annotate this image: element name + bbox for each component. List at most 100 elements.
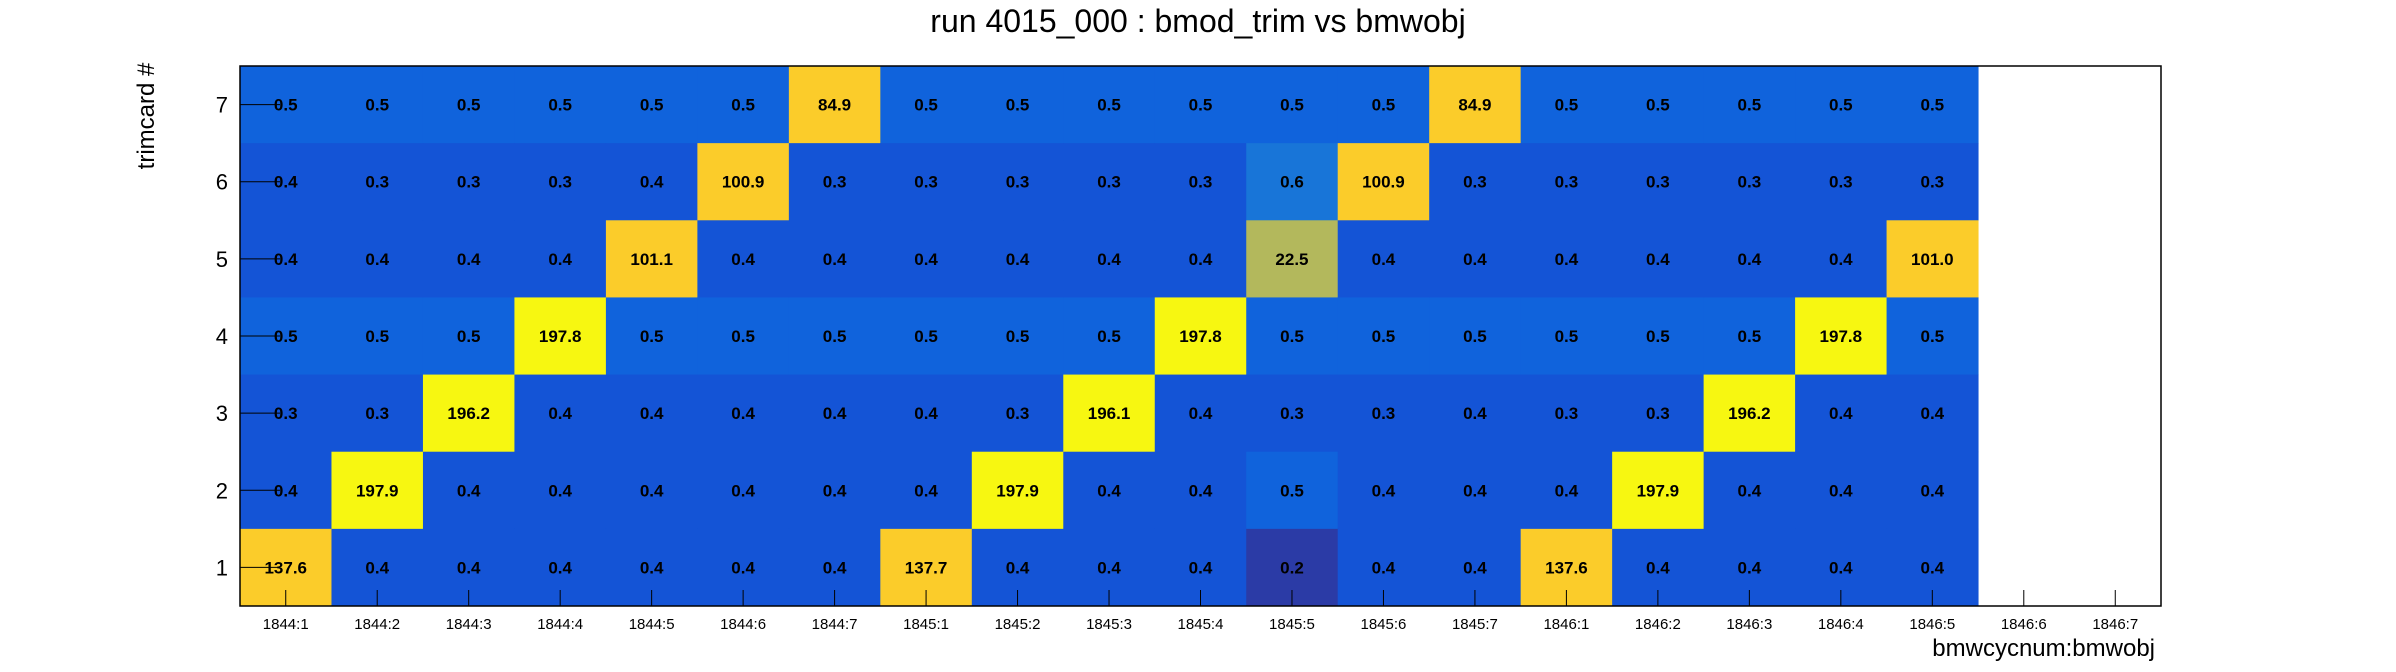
cell-value-label: 0.5: [1829, 96, 1853, 115]
x-tick-label: 1844:1: [263, 616, 309, 633]
heatmap-cell: [788, 143, 881, 221]
heatmap-cell: [1246, 374, 1339, 453]
cell-value-label: 0.4: [1097, 250, 1121, 269]
y-tick-label: 7: [216, 93, 228, 118]
cell-value-label: 197.8: [539, 327, 582, 346]
cell-value-label: 0.3: [1280, 404, 1304, 423]
heatmap-cell: [422, 297, 515, 376]
cell-value-label: 0.5: [274, 96, 298, 115]
heatmap-cell: [788, 297, 881, 376]
heatmap-cell: [1063, 374, 1156, 453]
heatmap-cell: [422, 374, 515, 453]
heatmap-cell: [1246, 220, 1339, 298]
cell-value-label: 0.5: [1006, 96, 1030, 115]
cell-value-label: 0.5: [548, 96, 572, 115]
x-tick-label: 1845:5: [1269, 616, 1315, 633]
heatmap-cell: [1703, 374, 1796, 453]
cell-value-label: 0.4: [1646, 558, 1670, 577]
heatmap-cell: [1063, 220, 1156, 298]
cell-value-label: 0.4: [640, 558, 664, 577]
cell-value-label: 0.4: [1829, 404, 1853, 423]
heatmap-cell: [1703, 143, 1796, 221]
x-tick-label: 1846:3: [1726, 616, 1772, 633]
heatmap-cell: [1154, 374, 1247, 453]
y-tick-label: 5: [216, 247, 228, 272]
heatmap-cell: [1886, 374, 1979, 453]
cell-value-label: 0.3: [1372, 404, 1396, 423]
cell-value-label: 0.5: [1646, 327, 1670, 346]
cell-value-label: 84.9: [1458, 96, 1491, 115]
cell-value-label: 0.4: [1920, 481, 1944, 500]
cell-value-label: 0.5: [457, 96, 481, 115]
cell-value-label: 0.3: [457, 173, 481, 192]
cell-value-label: 0.4: [1463, 481, 1487, 500]
x-tick-label: 1845:7: [1452, 616, 1498, 633]
cell-value-label: 0.4: [365, 250, 389, 269]
y-tick-label: 4: [216, 324, 228, 349]
cell-value-label: 0.4: [457, 558, 481, 577]
axis-ticks: 7 6 5 4 3 2 1 1844:1 1844:2 1844:3 1844:4 1844:5 184…: [216, 93, 2138, 633]
cell-value-label: 0.5: [365, 96, 389, 115]
cell-value-label: 84.9: [818, 96, 851, 115]
x-tick-label: 1844:5: [629, 616, 675, 633]
cell-value-label: 0.4: [274, 481, 298, 500]
cell-value-label: 0.4: [1189, 250, 1213, 269]
cell-value-label: 0.5: [1738, 96, 1762, 115]
cell-value-label: 0.5: [1920, 327, 1944, 346]
heatmap-cell: [605, 143, 698, 221]
heatmap-cell: [331, 374, 424, 453]
heatmap-cell: [331, 143, 424, 221]
cell-value-label: 0.5: [1097, 96, 1121, 115]
cell-value-label: 0.4: [1738, 250, 1762, 269]
heatmap-cell: [605, 66, 698, 144]
heatmap-cell: [1795, 220, 1888, 298]
cell-value-label: 0.4: [274, 173, 298, 192]
heatmap-cell: [880, 374, 973, 453]
cell-value-label: 197.9: [996, 481, 1039, 500]
cell-value-label: 196.2: [447, 404, 490, 423]
cell-value-label: 0.4: [823, 404, 847, 423]
cell-value-label: 0.4: [1189, 481, 1213, 500]
cell-value-label: 0.5: [1372, 96, 1396, 115]
x-tick-label: 1844:4: [537, 616, 583, 633]
x-tick-label: 1844:3: [446, 616, 492, 633]
heatmap-cell: [1703, 220, 1796, 298]
heatmap-cell: [1703, 297, 1796, 376]
cell-value-label: 0.5: [1097, 327, 1121, 346]
heatmap-cell: [331, 297, 424, 376]
heatmap-cell: [788, 451, 881, 530]
heatmap-cell: [1612, 451, 1705, 530]
cell-value-label: 0.5: [1555, 96, 1579, 115]
heatmap-cell: [1246, 143, 1339, 221]
cell-value-label: 0.3: [914, 173, 938, 192]
cell-value-label: 0.4: [1738, 481, 1762, 500]
cell-value-label: 197.8: [1179, 327, 1222, 346]
cell-value-label: 0.4: [731, 481, 755, 500]
heatmap-cell: [1154, 143, 1247, 221]
cell-value-label: 0.3: [365, 404, 389, 423]
cell-value-label: 0.4: [1829, 250, 1853, 269]
cell-value-label: 0.3: [1920, 173, 1944, 192]
heatmap-cell: [1612, 297, 1705, 376]
x-tick-label: 1846:1: [1543, 616, 1589, 633]
cell-value-label: 0.5: [640, 96, 664, 115]
cell-value-label: 137.7: [905, 558, 948, 577]
heatmap-cell: [697, 374, 790, 453]
heatmap-cell: [1154, 297, 1247, 376]
cell-value-label: 0.4: [823, 481, 847, 500]
heatmap-cell: [514, 297, 607, 376]
cell-value-label: 0.4: [823, 250, 847, 269]
cell-value-label: 0.4: [1006, 558, 1030, 577]
cell-value-label: 0.2: [1280, 558, 1304, 577]
heatmap-cell: [1703, 66, 1796, 144]
cell-value-label: 0.5: [1006, 327, 1030, 346]
heatmap-cell: [1795, 66, 1888, 144]
heatmap-cell: [331, 220, 424, 298]
cell-value-label: 197.9: [1637, 481, 1680, 500]
cell-value-label: 0.5: [1646, 96, 1670, 115]
cell-value-label: 0.4: [914, 481, 938, 500]
heatmap-cell: [1429, 143, 1522, 221]
x-tick-label: 1845:6: [1361, 616, 1407, 633]
cell-value-label: 0.4: [274, 250, 298, 269]
cell-value-label: 0.4: [914, 250, 938, 269]
